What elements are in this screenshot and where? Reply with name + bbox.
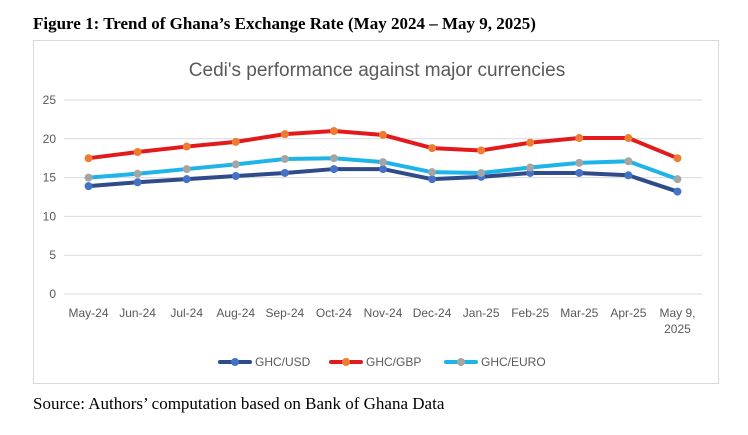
y-tick-label: 0 — [49, 287, 56, 301]
chart-container: Cedi's performance against major currenc… — [33, 40, 719, 384]
x-tick-label: Jan-25 — [463, 306, 500, 320]
data-point — [231, 137, 240, 146]
y-tick-label: 5 — [49, 248, 56, 262]
x-tick-label: Sep-24 — [265, 306, 304, 320]
x-tick-label: Dec-24 — [413, 306, 452, 320]
data-point — [329, 127, 338, 136]
data-point — [329, 165, 338, 174]
x-tick-label: Jun-24 — [119, 306, 156, 320]
data-point — [673, 175, 682, 184]
line-chart: Cedi's performance against major currenc… — [43, 60, 702, 369]
x-tick-label: Aug-24 — [216, 306, 255, 320]
data-point — [182, 165, 191, 174]
data-point — [624, 134, 633, 143]
data-point — [379, 158, 387, 167]
y-tick-label: 10 — [43, 209, 57, 223]
data-point — [428, 144, 437, 153]
data-point — [575, 168, 584, 177]
x-tick-label: Mar-25 — [560, 306, 598, 320]
data-point — [84, 154, 93, 163]
data-point — [477, 168, 486, 177]
x-tick-label: Nov-24 — [364, 306, 403, 320]
data-point — [133, 178, 142, 187]
data-point — [526, 138, 535, 147]
data-point — [624, 171, 633, 180]
data-point — [575, 134, 584, 143]
data-point — [133, 147, 142, 156]
data-point — [231, 172, 240, 181]
data-point — [526, 163, 535, 172]
source-note: Source: Authors’ computation based on Ba… — [33, 394, 445, 413]
x-tick-label: Feb-25 — [511, 306, 549, 320]
figure-title: Figure 1: Trend of Ghana’s Exchange Rate… — [33, 14, 536, 33]
data-point — [84, 173, 93, 182]
y-tick-label: 20 — [43, 132, 57, 146]
data-point — [477, 146, 486, 155]
data-point — [428, 175, 437, 184]
data-point — [379, 165, 387, 174]
data-point — [575, 158, 584, 167]
data-point — [280, 130, 289, 139]
data-point — [182, 175, 191, 184]
y-tick-label: 25 — [43, 93, 57, 107]
legend-swatch-marker — [231, 358, 239, 366]
data-point — [280, 168, 289, 177]
x-tick-label: Jul-24 — [170, 306, 203, 320]
data-point — [231, 160, 240, 169]
data-point — [673, 187, 682, 196]
data-point — [182, 142, 191, 151]
chart-title: Cedi's performance against major currenc… — [189, 60, 565, 81]
data-point — [379, 130, 387, 139]
data-point — [84, 182, 93, 191]
y-tick-label: 15 — [43, 171, 57, 185]
x-tick-label: Apr-25 — [610, 306, 646, 320]
data-point — [280, 154, 289, 163]
x-tick-label: Oct-24 — [316, 306, 352, 320]
data-point — [428, 168, 437, 177]
data-point — [673, 154, 682, 163]
x-tick-label: May-24 — [69, 306, 109, 320]
legend-label: GHC/GBP — [366, 355, 421, 369]
data-point — [624, 157, 633, 166]
legend-label: GHC/EURO — [481, 355, 546, 369]
legend-swatch-marker — [342, 358, 350, 366]
x-tick-label: May 9, 2025 — [659, 306, 695, 336]
data-point — [329, 154, 338, 163]
legend-label: GHC/USD — [255, 355, 311, 369]
legend-swatch-marker — [457, 358, 465, 366]
data-point — [133, 169, 142, 178]
